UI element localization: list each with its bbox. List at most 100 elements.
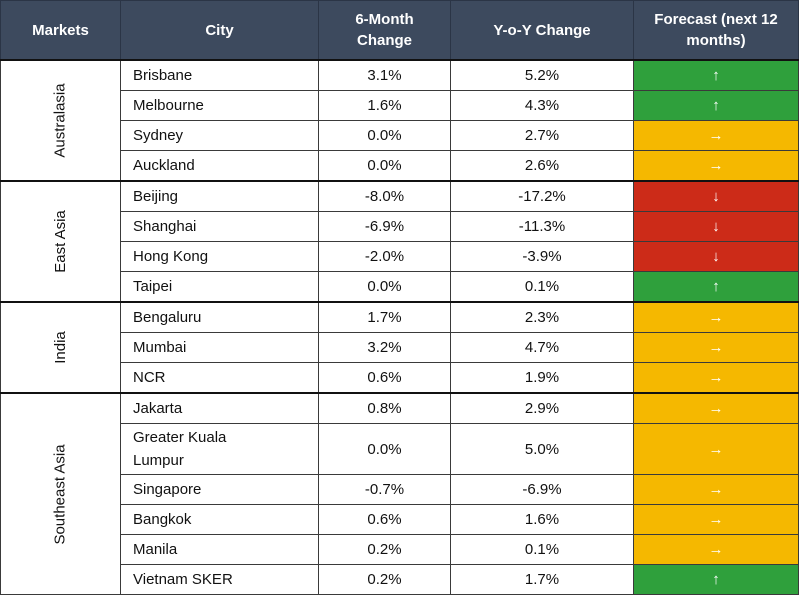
city-cell: Brisbane — [120, 59, 319, 91]
arrow-up-icon: ↑ — [712, 97, 720, 114]
forecast-flat-cell: → — [633, 120, 799, 151]
six-month-change-cell: 0.0% — [318, 423, 451, 475]
city-cell: Shanghai — [120, 211, 319, 242]
yoy-change-cell: 1.9% — [450, 362, 634, 394]
city-cell: Bangkok — [120, 504, 319, 535]
yoy-change-cell: 5.2% — [450, 59, 634, 91]
city-label: Greater Kuala Lumpur — [133, 429, 227, 469]
table-row: Shanghai -6.9% -11.3% ↓ — [1, 211, 799, 242]
six-month-change-cell: -2.0% — [318, 241, 451, 272]
yoy-change-cell: 1.6% — [450, 504, 634, 535]
table-row: Southeast Asia Jakarta 0.8% 2.9% → — [0, 392, 799, 595]
six-month-change-cell: 3.2% — [318, 332, 451, 363]
yoy-change-cell: 2.6% — [450, 150, 634, 182]
arrow-flat-icon: → — [708, 481, 724, 498]
header-forecast-label: Forecast (next 12 months) — [654, 11, 778, 49]
arrow-up-icon: ↑ — [712, 278, 720, 295]
table-row: Australasia Brisbane 3.1% 5.2% ↑ — [0, 59, 799, 182]
table-row: Greater Kuala Lumpur 0.0% 5.0% → — [1, 423, 799, 475]
market-cell: Southeast Asia — [0, 392, 121, 595]
arrow-down-icon: ↓ — [712, 248, 720, 265]
table-row: East Asia Beijing -8.0% -17.2% ↓ — [0, 180, 799, 303]
six-month-change-cell: 0.6% — [318, 504, 451, 535]
table-row: India Bengaluru 1.7% 2.3% → — [0, 301, 799, 394]
forecast-flat-cell: → — [633, 474, 799, 505]
forecast-up-cell: ↑ — [633, 271, 799, 303]
six-month-change-cell: 0.0% — [318, 150, 451, 182]
city-cell: Sydney — [120, 120, 319, 151]
header-yoy-change: Y-o-Y Change — [450, 0, 634, 61]
city-cell: Jakarta — [120, 392, 319, 424]
six-month-change-cell: 0.8% — [318, 392, 451, 424]
table-row: Vietnam SKER 0.2% 1.7% ↑ — [1, 564, 799, 595]
six-month-change-cell: 0.2% — [318, 564, 451, 595]
arrow-flat-icon: → — [708, 400, 724, 417]
table-row: Singapore -0.7% -6.9% → — [1, 474, 799, 505]
header-forecast: Forecast (next 12 months) — [633, 0, 799, 61]
city-cell: Taipei — [120, 271, 319, 303]
table-body: Australasia Brisbane 3.1% 5.2% ↑ Melbourne 1.6… — [0, 59, 799, 595]
forecast-flat-cell: → — [633, 504, 799, 535]
city-cell: Beijing — [120, 180, 319, 212]
yoy-change-cell: 2.7% — [450, 120, 634, 151]
forecast-flat-cell: → — [633, 362, 799, 394]
yoy-change-cell: 4.7% — [450, 332, 634, 363]
six-month-change-cell: -0.7% — [318, 474, 451, 505]
arrow-flat-icon: → — [708, 127, 724, 144]
forecast-up-cell: ↑ — [633, 90, 799, 121]
yoy-change-cell: 2.9% — [450, 392, 634, 424]
forecast-down-cell: ↓ — [633, 211, 799, 242]
six-month-change-cell: 0.0% — [318, 120, 451, 151]
six-month-change-cell: 0.2% — [318, 534, 451, 565]
market-cell: India — [0, 301, 121, 394]
city-cell: NCR — [120, 362, 319, 394]
table-row: Manila 0.2% 0.1% → — [1, 534, 799, 565]
forecast-flat-cell: → — [633, 423, 799, 475]
six-month-change-cell: 1.7% — [318, 301, 451, 333]
forecast-down-cell: ↓ — [633, 180, 799, 212]
header-city: City — [120, 0, 319, 61]
forecast-flat-cell: → — [633, 332, 799, 363]
six-month-change-cell: 1.6% — [318, 90, 451, 121]
forecast-down-cell: ↓ — [633, 241, 799, 272]
table-row: Sydney 0.0% 2.7% → — [1, 120, 799, 151]
city-cell: Hong Kong — [120, 241, 319, 272]
header-six-month-change-label: 6-Month Change — [355, 11, 414, 49]
six-month-change-cell: -8.0% — [318, 180, 451, 212]
table-row: Bangkok 0.6% 1.6% → — [1, 504, 799, 535]
market-cell: Australasia — [0, 59, 121, 182]
arrow-up-icon: ↑ — [712, 67, 720, 84]
header-row: Markets City 6-Month Change Y-o-Y Change… — [0, 0, 799, 61]
yoy-change-cell: 5.0% — [450, 423, 634, 475]
market-label: Southeast Asia — [51, 443, 69, 545]
arrow-flat-icon: → — [708, 157, 724, 174]
arrow-flat-icon: → — [708, 309, 724, 326]
yoy-change-cell: 1.7% — [450, 564, 634, 595]
table-row: Mumbai 3.2% 4.7% → — [1, 332, 799, 363]
arrow-flat-icon: → — [708, 511, 724, 528]
six-month-change-cell: 0.6% — [318, 362, 451, 394]
table-row: Taipei 0.0% 0.1% ↑ — [1, 271, 799, 303]
yoy-change-cell: 0.1% — [450, 534, 634, 565]
yoy-change-cell: -11.3% — [450, 211, 634, 242]
arrow-flat-icon: → — [708, 440, 724, 458]
table-row: Melbourne 1.6% 4.3% ↑ — [1, 90, 799, 121]
city-cell: Bengaluru — [120, 301, 319, 333]
six-month-change-cell: 3.1% — [318, 59, 451, 91]
forecast-flat-cell: → — [633, 534, 799, 565]
market-label: India — [52, 331, 69, 364]
arrow-down-icon: ↓ — [712, 188, 720, 205]
header-markets: Markets — [0, 0, 121, 61]
forecast-flat-cell: → — [633, 301, 799, 333]
forecast-up-cell: ↑ — [633, 59, 799, 91]
city-cell: Mumbai — [120, 332, 319, 363]
city-cell: Manila — [120, 534, 319, 565]
arrow-up-icon: ↑ — [712, 571, 720, 588]
yoy-change-cell: 2.3% — [450, 301, 634, 333]
forecast-flat-cell: → — [633, 392, 799, 424]
yoy-change-cell: 4.3% — [450, 90, 634, 121]
yoy-change-cell: 0.1% — [450, 271, 634, 303]
arrow-flat-icon: → — [708, 369, 724, 386]
market-label: Australasia — [51, 83, 69, 158]
